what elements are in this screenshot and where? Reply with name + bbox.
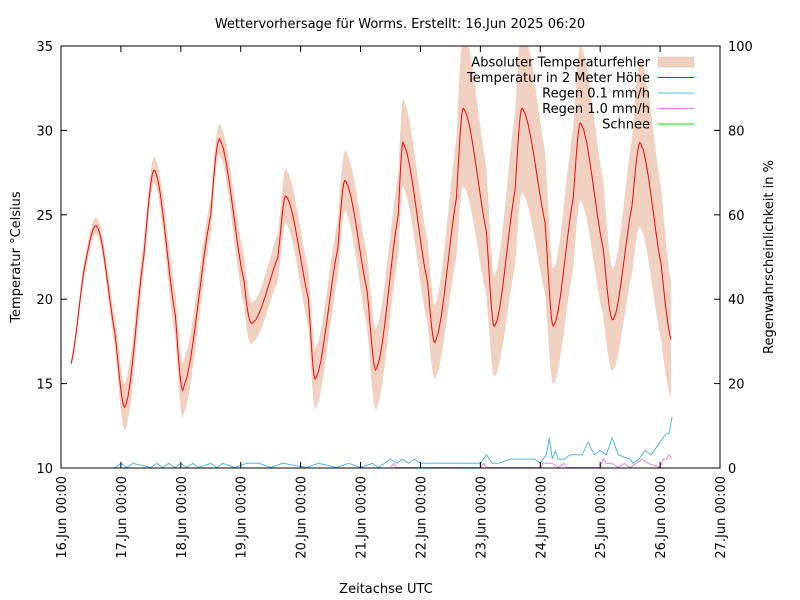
legend-swatch-band — [657, 56, 695, 68]
x-tick-label: 16.Jun 00:00 — [55, 476, 70, 559]
y2-axis-label: Regenwahrscheinlichkeit in % — [762, 160, 777, 354]
y2-tick-label: 20 — [728, 378, 745, 393]
x-tick-label: 20.Jun 00:00 — [295, 476, 310, 559]
legend-label: Absoluter Temperaturfehler — [471, 56, 650, 71]
legend-label: Regen 0.1 mm/h — [542, 87, 650, 102]
x-tick-label: 18.Jun 00:00 — [175, 476, 190, 559]
y2-tick-label: 60 — [728, 209, 745, 224]
chart-title: Wettervorhersage für Worms. Erstellt: 16… — [215, 17, 585, 32]
y-tick-label: 30 — [36, 124, 53, 139]
x-tick-label: 24.Jun 00:00 — [534, 476, 549, 559]
rain-1-0-line — [390, 453, 673, 469]
legend-label: Regen 1.0 mm/h — [542, 102, 650, 117]
y-tick-label: 35 — [36, 40, 53, 55]
y-tick-label: 10 — [36, 462, 53, 477]
y2-axis: 0 20 40 60 80 100 — [714, 40, 753, 477]
x-tick-label: 26.Jun 00:00 — [654, 476, 669, 559]
y2-tick-label: 40 — [728, 293, 745, 308]
legend-label: Temperatur in 2 Meter Höhe — [466, 71, 650, 86]
y2-tick-label: 80 — [728, 124, 745, 139]
x-tick-label: 17.Jun 00:00 — [115, 476, 130, 559]
rain-0-1-line — [114, 416, 673, 469]
x-tick-label: 22.Jun 00:00 — [414, 476, 429, 559]
x-tick-label: 25.Jun 00:00 — [594, 476, 609, 559]
y-tick-label: 25 — [36, 209, 53, 224]
x-tick-label: 27.Jun 00:00 — [714, 476, 729, 559]
y-axis: 10 15 20 25 30 35 — [36, 40, 67, 477]
y-axis-label: Temperatur °Celsius — [9, 191, 24, 324]
x-tick-label: 21.Jun 00:00 — [355, 476, 370, 559]
y-tick-label: 20 — [36, 293, 53, 308]
y2-tick-label: 0 — [728, 462, 736, 477]
legend-label: Schnee — [602, 118, 650, 133]
x-tick-label: 19.Jun 00:00 — [235, 476, 250, 559]
x-axis: 16.Jun 00:00 17.Jun 00:00 18.Jun 00:00 19.J… — [55, 46, 729, 559]
x-axis-label: Zeitachse UTC — [339, 582, 433, 597]
x-tick-label: 23.Jun 00:00 — [474, 476, 489, 559]
y2-tick-label: 100 — [728, 40, 753, 55]
plot-frame — [60, 45, 721, 469]
y-tick-label: 15 — [36, 378, 53, 393]
temperature-line — [70, 107, 672, 409]
